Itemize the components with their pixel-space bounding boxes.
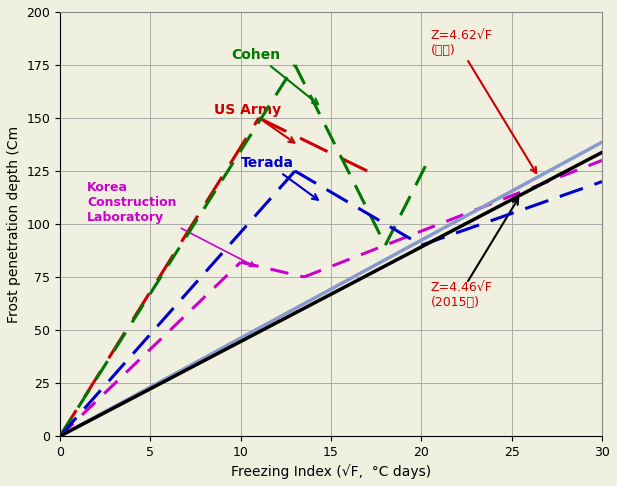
Text: Z=4.62√F
(누적): Z=4.62√F (누적) — [431, 29, 492, 57]
X-axis label: Freezing Index (√F,  °C days): Freezing Index (√F, °C days) — [231, 464, 431, 479]
Text: Korea
Construction
Laboratory: Korea Construction Laboratory — [87, 181, 255, 266]
Text: Cohen: Cohen — [232, 48, 318, 104]
Text: US Army: US Army — [213, 103, 294, 142]
Y-axis label: Frost penetration depth (Cm: Frost penetration depth (Cm — [7, 125, 21, 323]
Text: Terada: Terada — [241, 156, 318, 200]
Text: Z=4.46√F
(2015년): Z=4.46√F (2015년) — [431, 281, 492, 309]
